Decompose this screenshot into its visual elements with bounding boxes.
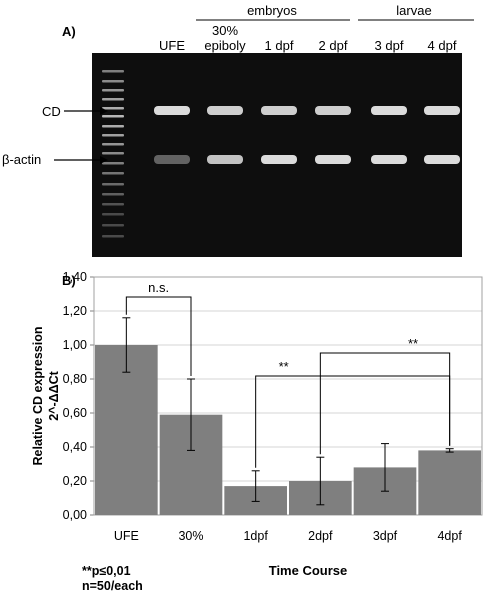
significance-bracket <box>125 296 192 376</box>
y-tick-label: 1,20 <box>63 304 87 318</box>
lane-label: UFE <box>159 38 185 53</box>
footnote-n: n=50/each <box>82 579 143 593</box>
actin-band <box>315 155 351 164</box>
band-label-cd: CD <box>42 104 61 119</box>
lane-labels: UFE 30%epiboly 1 dpf 2 dpf 3 dpf 4 dpf <box>159 23 457 53</box>
y-tick-label: 0,00 <box>63 508 87 522</box>
ladder-band <box>102 70 124 73</box>
lane-label: 30% <box>212 23 238 38</box>
ladder-band <box>102 80 124 83</box>
significance-bracket <box>319 352 451 455</box>
cd-band <box>261 106 297 115</box>
y-tick-label: 0,60 <box>63 406 87 420</box>
band-arrowhead-actin <box>100 156 108 164</box>
actin-band <box>207 155 243 164</box>
ladder-band <box>102 213 124 216</box>
lane-label: 1 dpf <box>265 38 294 53</box>
plot-frame <box>93 276 483 516</box>
y-axis-title-line2: 2^-ΔΔCt <box>47 370 61 420</box>
x-axis-title: Time Course <box>269 563 348 578</box>
y-tick-label: 0,80 <box>63 372 87 386</box>
y-tick-label: 0,20 <box>63 474 87 488</box>
x-tick-label: 2dpf <box>308 529 333 543</box>
ladder-band <box>102 172 124 175</box>
x-tick-label: UFE <box>114 529 139 543</box>
significance-label: ** <box>279 359 289 374</box>
ladder-band <box>102 98 124 101</box>
lane-label: 2 dpf <box>319 38 348 53</box>
ladder-band <box>102 89 124 92</box>
y-tick-label: 1,40 <box>63 270 87 284</box>
bar <box>418 450 481 515</box>
x-tick-label: 4dpf <box>437 529 462 543</box>
y-tick-label: 0,40 <box>63 440 87 454</box>
ladder-band <box>102 162 124 165</box>
y-axis-title-line1: Relative CD expression <box>31 327 45 466</box>
actin-band <box>154 155 190 164</box>
actin-band <box>424 155 460 164</box>
ladder-band <box>102 193 124 196</box>
band-label-actin: β-actin <box>2 152 41 167</box>
significance-label: ** <box>408 336 418 351</box>
ladder-band <box>102 152 124 155</box>
bar-chart: 0,00 0,20 0,40 0,60 0,80 1,00 1,20 1,40 UFE 30% 1d… <box>63 270 483 543</box>
cd-band <box>371 106 407 115</box>
lane-label: 3 dpf <box>375 38 404 53</box>
ladder-band <box>102 107 124 110</box>
embryos-label: embryos <box>247 3 297 18</box>
ladder-band <box>102 143 124 146</box>
lane-label: epiboly <box>204 38 246 53</box>
ladder-band <box>102 125 124 128</box>
ladder-band <box>102 203 124 206</box>
x-tick-label: 3dpf <box>373 529 398 543</box>
footnote-significance: **p≤0,01 <box>82 564 131 578</box>
y-tick-label: 1,00 <box>63 338 87 352</box>
x-tick-label: 1dpf <box>243 529 268 543</box>
actin-band <box>371 155 407 164</box>
panel-a-label: A) <box>62 24 76 39</box>
ladder-band <box>102 183 124 186</box>
gel-bands <box>102 70 460 238</box>
significance-label: n.s. <box>148 280 169 295</box>
cd-band <box>154 106 190 115</box>
ladder-band <box>102 224 124 227</box>
actin-band <box>261 155 297 164</box>
cd-band <box>424 106 460 115</box>
cd-band <box>207 106 243 115</box>
bar <box>95 345 158 515</box>
ladder-band <box>102 115 124 118</box>
ladder-band <box>102 134 124 137</box>
panel-b-label: B) <box>62 273 76 288</box>
cd-band <box>315 106 351 115</box>
lane-label: 4 dpf <box>428 38 457 53</box>
ladder-band <box>102 235 124 238</box>
larvae-label: larvae <box>396 3 431 18</box>
x-tick-label: 30% <box>178 529 203 543</box>
band-arrowhead-cd <box>100 107 108 115</box>
